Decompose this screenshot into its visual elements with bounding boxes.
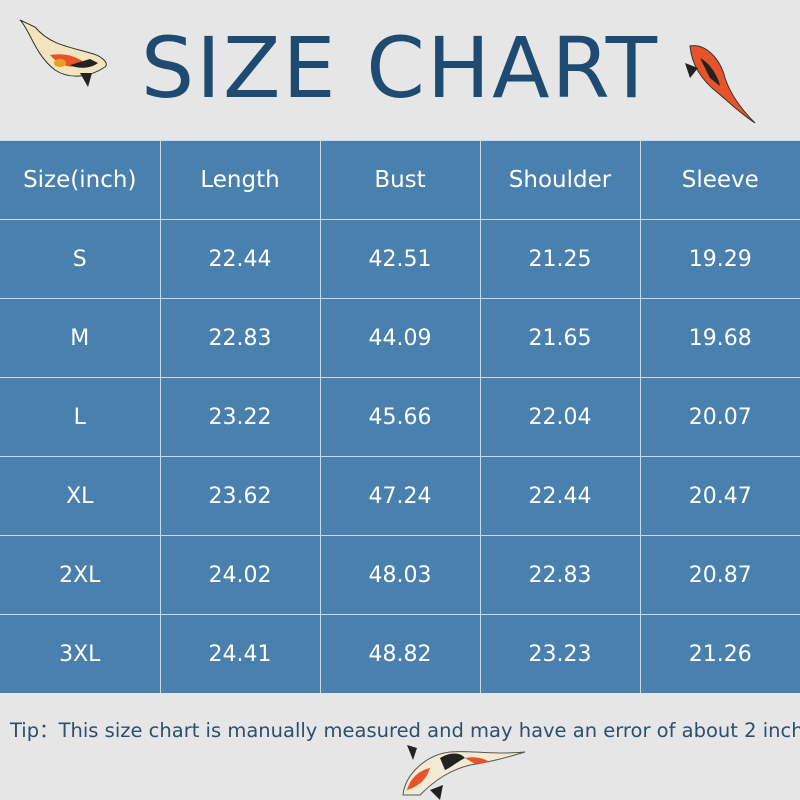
measurement-cell: 19.29 xyxy=(639,219,800,299)
measurement-cell: 21.65 xyxy=(479,298,641,378)
page-title: SIZE CHART xyxy=(140,19,660,117)
koi-fish-icon xyxy=(19,19,107,87)
measurement-cell: 45.66 xyxy=(319,377,481,457)
measurement-cell: 24.02 xyxy=(159,535,321,615)
size-cell: XL xyxy=(0,456,161,536)
measurement-cell: 22.04 xyxy=(479,377,641,457)
size-cell: M xyxy=(0,298,161,378)
measurement-cell: 22.44 xyxy=(479,456,641,536)
table-row: L 23.22 45.66 22.04 20.07 xyxy=(0,377,800,457)
measurement-cell: 21.25 xyxy=(479,219,641,299)
koi-fish-icon xyxy=(685,45,756,124)
measurement-cell: 42.51 xyxy=(319,219,481,299)
measurement-cell: 20.87 xyxy=(639,535,800,615)
measurement-cell: 22.44 xyxy=(159,219,321,299)
table-row: 3XL 24.41 48.82 23.23 21.26 xyxy=(0,614,800,693)
measurement-cell: 23.22 xyxy=(159,377,321,457)
measurement-cell: 47.24 xyxy=(319,456,481,536)
tip-note: Tip：This size chart is manually measured… xyxy=(10,719,800,742)
header-cell: Shoulder xyxy=(479,140,641,220)
size-table: Size(inch) Length Bust Shoulder Sleeve S… xyxy=(0,140,800,693)
measurement-cell: 48.03 xyxy=(319,535,481,615)
measurement-cell: 20.47 xyxy=(639,456,800,536)
measurement-cell: 48.82 xyxy=(319,614,481,693)
table-row: XL 23.62 47.24 22.44 20.47 xyxy=(0,456,800,536)
size-cell: S xyxy=(0,219,161,299)
size-cell: 2XL xyxy=(0,535,161,615)
size-cell: L xyxy=(0,377,161,457)
measurement-cell: 23.62 xyxy=(159,456,321,536)
measurement-cell: 44.09 xyxy=(319,298,481,378)
table-row: M 22.83 44.09 21.65 19.68 xyxy=(0,298,800,378)
table-header-row: Size(inch) Length Bust Shoulder Sleeve xyxy=(0,140,800,220)
measurement-cell: 22.83 xyxy=(479,535,641,615)
koi-fish-icon xyxy=(402,745,526,800)
measurement-cell: 24.41 xyxy=(159,614,321,693)
header-cell: Bust xyxy=(319,140,481,220)
measurement-cell: 20.07 xyxy=(639,377,800,457)
measurement-cell: 19.68 xyxy=(639,298,800,378)
table-row: 2XL 24.02 48.03 22.83 20.87 xyxy=(0,535,800,615)
header-cell: Length xyxy=(159,140,321,220)
measurement-cell: 22.83 xyxy=(159,298,321,378)
header-cell: Sleeve xyxy=(639,140,800,220)
size-cell: 3XL xyxy=(0,614,161,693)
table-row: S 22.44 42.51 21.25 19.29 xyxy=(0,219,800,299)
header-cell: Size(inch) xyxy=(0,140,161,220)
measurement-cell: 23.23 xyxy=(479,614,641,693)
measurement-cell: 21.26 xyxy=(639,614,800,693)
